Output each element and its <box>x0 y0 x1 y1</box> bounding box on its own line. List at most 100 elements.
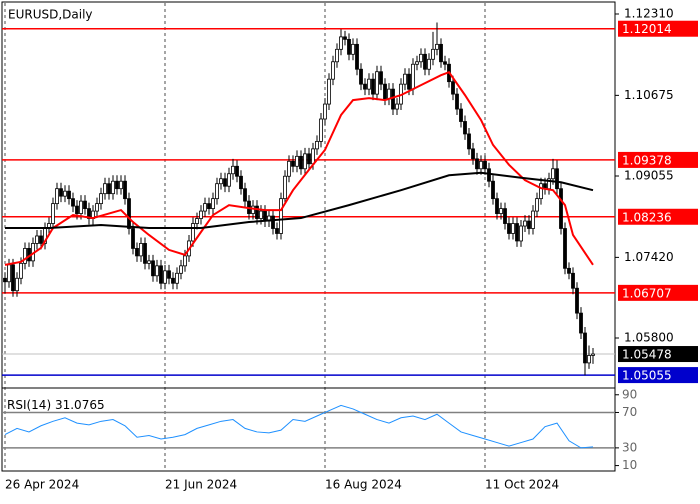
candle-body <box>323 103 327 120</box>
candle-body <box>471 148 475 160</box>
candle-body <box>531 210 535 229</box>
candle-body <box>367 78 371 90</box>
candle-body <box>67 190 71 200</box>
candle-body <box>103 183 107 195</box>
candle-body <box>527 220 531 229</box>
chart-title: EURUSD,Daily <box>8 8 93 22</box>
candle-body <box>535 198 539 212</box>
level-label: 1.06707 <box>622 286 672 300</box>
candle-body <box>99 193 103 205</box>
x-tick-label: 16 Aug 2024 <box>325 478 402 492</box>
frame <box>1 1 616 472</box>
candle-body <box>359 68 363 85</box>
candle-body <box>487 168 491 182</box>
candle-body <box>143 243 147 264</box>
candle-body <box>183 255 187 267</box>
candle-body <box>587 355 591 364</box>
candle-body <box>15 277 19 292</box>
candle-body <box>483 160 487 170</box>
moving-average <box>4 71 594 266</box>
candle-body <box>343 36 347 40</box>
candle-body <box>515 223 519 242</box>
candle-body <box>507 223 511 234</box>
candle-body <box>551 168 555 180</box>
candle-body <box>243 188 247 202</box>
rsi-line <box>4 404 594 449</box>
candle-body <box>207 203 211 209</box>
candle-body <box>519 225 523 242</box>
candle-body <box>175 272 179 284</box>
level-label: 1.08236 <box>622 210 672 224</box>
candle-body <box>427 58 431 70</box>
candle-body <box>107 183 111 195</box>
candle-body <box>459 108 463 122</box>
candle-body <box>279 198 283 234</box>
candle-body <box>315 141 319 150</box>
x-tick-label: 11 Oct 2024 <box>485 478 559 492</box>
candle-body <box>155 265 159 277</box>
rsi-tick-label: 70 <box>622 405 637 419</box>
candle-body <box>19 262 23 279</box>
candle-body <box>295 155 299 167</box>
rsi-tick-label: 10 <box>622 458 637 472</box>
candle-body <box>179 265 183 274</box>
candle-body <box>51 203 55 224</box>
candle-body <box>167 270 171 279</box>
candle-body <box>583 332 587 364</box>
rsi-name: RSI(14) <box>7 398 51 412</box>
candle-body <box>111 180 115 195</box>
candle-body <box>319 118 323 142</box>
level-label-box <box>618 151 698 168</box>
candle-body <box>171 277 175 284</box>
rsi-tick-label: 30 <box>622 440 637 454</box>
candle-body <box>263 210 267 222</box>
candle-body <box>479 160 483 170</box>
y-tick-label: 1.05800 <box>624 331 674 345</box>
candle-body <box>3 277 7 283</box>
candle-body <box>351 43 355 55</box>
candle-body <box>115 180 119 190</box>
candle-body <box>83 200 87 209</box>
candle-body <box>571 272 575 289</box>
candle-body <box>363 83 367 90</box>
candle-body <box>307 153 311 165</box>
candle-body <box>95 203 99 212</box>
level-label-box <box>618 20 698 37</box>
candle-body <box>223 178 227 187</box>
candle-body <box>259 210 263 219</box>
rsi-tick-label: 90 <box>622 387 637 401</box>
candle-body <box>391 88 395 110</box>
candle-body <box>303 153 307 170</box>
candle-body <box>419 53 423 63</box>
candle-body <box>75 205 79 214</box>
candle-body <box>327 78 331 105</box>
y-tick-label: 1.07420 <box>624 250 674 264</box>
candle-body <box>11 264 15 292</box>
candle-body <box>71 198 75 207</box>
candle-body <box>415 61 419 65</box>
candle-body <box>555 168 559 190</box>
candle-body <box>163 270 167 284</box>
candle-body <box>35 235 39 244</box>
candle-body <box>383 83 387 100</box>
candle-body <box>119 180 123 190</box>
candle-body <box>203 203 207 212</box>
candle-body <box>59 188 63 197</box>
candle-body <box>271 215 275 229</box>
candle-body <box>403 73 407 85</box>
candle-body <box>135 248 139 257</box>
candle-body <box>475 158 479 170</box>
candle-body <box>355 43 359 70</box>
x-tick-label: 21 Jun 2024 <box>165 478 237 492</box>
rsi-label: RSI(14) 31.0765 <box>7 398 105 412</box>
candle-body <box>491 180 495 200</box>
current-price-box <box>618 346 698 363</box>
candle-body <box>431 48 435 60</box>
candle-body <box>523 220 527 227</box>
candle-body <box>495 198 499 214</box>
candle-body <box>299 155 303 170</box>
level-label: 1.05055 <box>622 369 672 383</box>
candle-body <box>123 180 127 200</box>
candle-body <box>147 260 151 264</box>
